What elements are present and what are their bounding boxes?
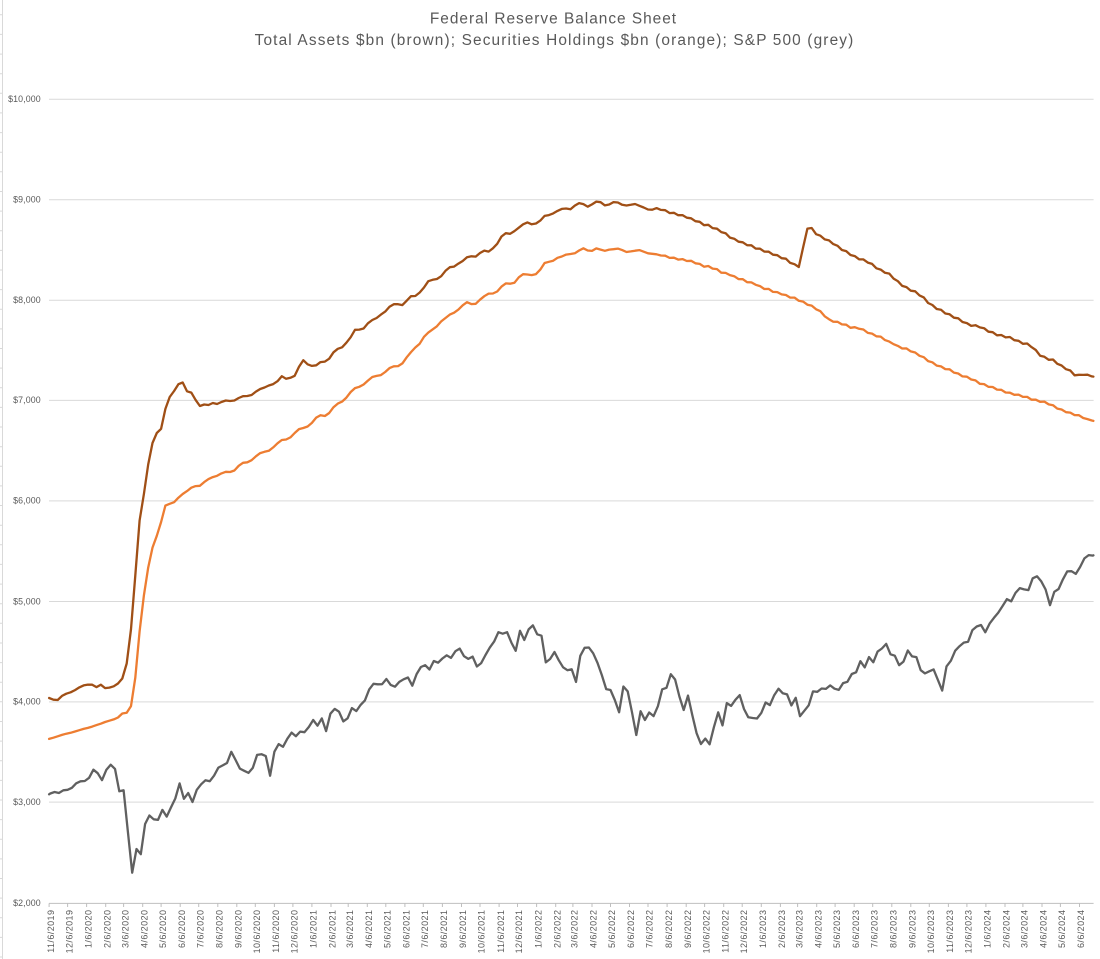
svg-text:2/6/2022: 2/6/2022 <box>552 910 562 948</box>
svg-text:5/6/2023: 5/6/2023 <box>832 910 842 948</box>
svg-text:$4,000: $4,000 <box>13 697 41 707</box>
svg-text:9/6/2022: 9/6/2022 <box>683 910 693 948</box>
svg-text:3/6/2024: 3/6/2024 <box>1020 910 1030 948</box>
svg-text:10/6/2022: 10/6/2022 <box>701 910 711 954</box>
svg-text:4/6/2021: 4/6/2021 <box>364 910 374 948</box>
svg-text:12/6/2020: 12/6/2020 <box>290 910 300 954</box>
svg-text:9/6/2023: 9/6/2023 <box>908 910 918 948</box>
svg-text:4/6/2020: 4/6/2020 <box>139 910 149 948</box>
svg-text:9/6/2020: 9/6/2020 <box>234 910 244 948</box>
svg-text:10/6/2020: 10/6/2020 <box>252 910 262 954</box>
svg-text:12/6/2022: 12/6/2022 <box>739 910 749 954</box>
svg-text:7/6/2021: 7/6/2021 <box>420 910 430 948</box>
svg-text:$3,000: $3,000 <box>13 797 41 807</box>
svg-text:7/6/2022: 7/6/2022 <box>645 910 655 948</box>
svg-text:6/6/2022: 6/6/2022 <box>626 910 636 948</box>
svg-text:9/6/2021: 9/6/2021 <box>458 910 468 948</box>
svg-text:$2,000: $2,000 <box>13 898 41 908</box>
svg-text:5/6/2024: 5/6/2024 <box>1057 910 1067 948</box>
svg-text:10/6/2021: 10/6/2021 <box>477 910 487 954</box>
svg-text:Federal Reserve Balance Sheet: Federal Reserve Balance Sheet <box>430 11 677 28</box>
svg-text:8/6/2023: 8/6/2023 <box>889 910 899 948</box>
svg-text:$10,000: $10,000 <box>8 94 41 104</box>
svg-text:3/6/2022: 3/6/2022 <box>570 910 580 948</box>
svg-text:6/6/2020: 6/6/2020 <box>177 910 187 948</box>
svg-text:12/6/2021: 12/6/2021 <box>514 910 524 954</box>
svg-text:2/6/2021: 2/6/2021 <box>328 910 338 948</box>
svg-text:8/6/2020: 8/6/2020 <box>215 910 225 948</box>
svg-text:3/6/2023: 3/6/2023 <box>794 910 804 948</box>
svg-text:1/6/2022: 1/6/2022 <box>533 910 543 948</box>
svg-text:8/6/2021: 8/6/2021 <box>439 910 449 948</box>
svg-text:Total Assets $bn (brown); Secu: Total Assets $bn (brown); Securities Hol… <box>255 32 855 49</box>
svg-text:11/6/2021: 11/6/2021 <box>496 910 506 953</box>
svg-text:$5,000: $5,000 <box>13 596 41 606</box>
svg-text:12/6/2023: 12/6/2023 <box>964 910 974 954</box>
svg-text:6/6/2021: 6/6/2021 <box>402 910 412 948</box>
svg-text:7/6/2023: 7/6/2023 <box>869 910 879 948</box>
svg-text:$6,000: $6,000 <box>13 496 41 506</box>
svg-text:1/6/2024: 1/6/2024 <box>983 910 993 948</box>
svg-text:11/6/2022: 11/6/2022 <box>720 910 730 953</box>
svg-text:5/6/2021: 5/6/2021 <box>383 910 393 948</box>
svg-text:3/6/2021: 3/6/2021 <box>345 910 355 948</box>
svg-text:5/6/2020: 5/6/2020 <box>158 910 168 948</box>
svg-text:4/6/2023: 4/6/2023 <box>813 910 823 948</box>
svg-text:1/6/2023: 1/6/2023 <box>758 910 768 948</box>
svg-text:6/6/2024: 6/6/2024 <box>1076 910 1086 948</box>
svg-text:11/6/2023: 11/6/2023 <box>945 910 955 953</box>
svg-text:11/6/2019: 11/6/2019 <box>46 910 56 953</box>
svg-text:6/6/2023: 6/6/2023 <box>851 910 861 948</box>
svg-text:2/6/2020: 2/6/2020 <box>102 910 112 948</box>
svg-text:2/6/2023: 2/6/2023 <box>777 910 787 948</box>
svg-text:12/6/2019: 12/6/2019 <box>64 910 74 954</box>
svg-text:8/6/2022: 8/6/2022 <box>664 910 674 948</box>
svg-text:4/6/2022: 4/6/2022 <box>589 910 599 948</box>
svg-text:$8,000: $8,000 <box>13 295 41 305</box>
svg-text:10/6/2023: 10/6/2023 <box>926 910 936 954</box>
svg-text:1/6/2021: 1/6/2021 <box>309 910 319 948</box>
svg-text:4/6/2024: 4/6/2024 <box>1039 910 1049 948</box>
svg-text:3/6/2020: 3/6/2020 <box>120 910 130 948</box>
svg-text:5/6/2022: 5/6/2022 <box>607 910 617 948</box>
svg-text:$7,000: $7,000 <box>13 395 41 405</box>
svg-text:7/6/2020: 7/6/2020 <box>195 910 205 948</box>
svg-text:2/6/2024: 2/6/2024 <box>1002 910 1012 948</box>
svg-text:1/6/2020: 1/6/2020 <box>83 910 93 948</box>
svg-text:$9,000: $9,000 <box>13 195 41 205</box>
svg-text:11/6/2020: 11/6/2020 <box>271 910 281 953</box>
